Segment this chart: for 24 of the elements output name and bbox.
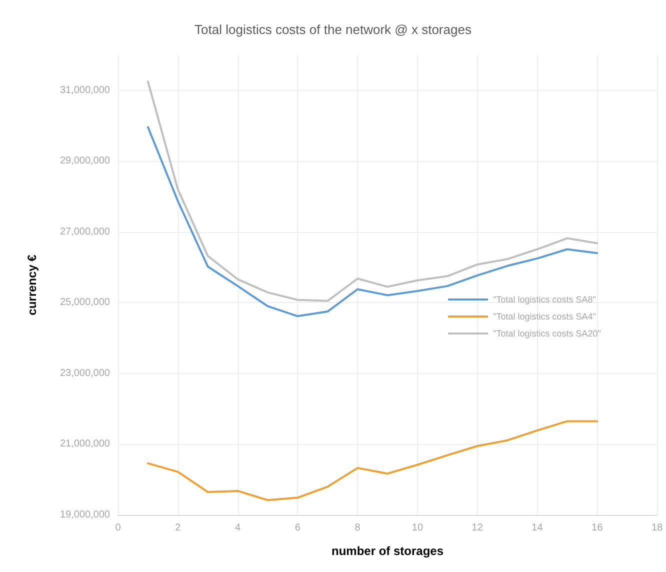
x-tick-label: 18: [651, 522, 663, 534]
x-tick-label: 6: [294, 522, 301, 534]
x-axis-title: number of storages: [331, 544, 444, 558]
y-tick-label: 27,000,000: [60, 226, 110, 238]
legend-label: "Total logistics costs SA20": [493, 328, 602, 338]
line-series: [146, 420, 598, 502]
x-tick-label: 14: [532, 522, 544, 534]
chart-title: Total logistics costs of the network @ x storages: [194, 22, 472, 37]
x-tick-label: 16: [592, 522, 604, 534]
y-tick-label: 19,000,000: [60, 510, 110, 520]
x-tick-label: 4: [234, 522, 241, 534]
x-tick-label: 10: [412, 522, 424, 534]
y-tick-label: 31,000,000: [60, 84, 110, 96]
legend-label: "Total logistics costs SA4": [493, 312, 596, 322]
y-tick-label: 23,000,000: [60, 368, 110, 379]
x-tick-label: 12: [472, 522, 484, 534]
legend-label: "Total logistics costs SA8": [493, 294, 596, 304]
y-tick-label: 25,000,000: [60, 297, 110, 308]
y-tick-label: 29,000,000: [60, 156, 110, 167]
x-tick-label: 8: [354, 522, 361, 534]
y-axis-title: currency €: [25, 254, 39, 316]
y-tick-label: 21,000,000: [60, 438, 110, 450]
x-tick-label: 2: [175, 522, 182, 534]
x-tick-label: 0: [115, 522, 122, 534]
